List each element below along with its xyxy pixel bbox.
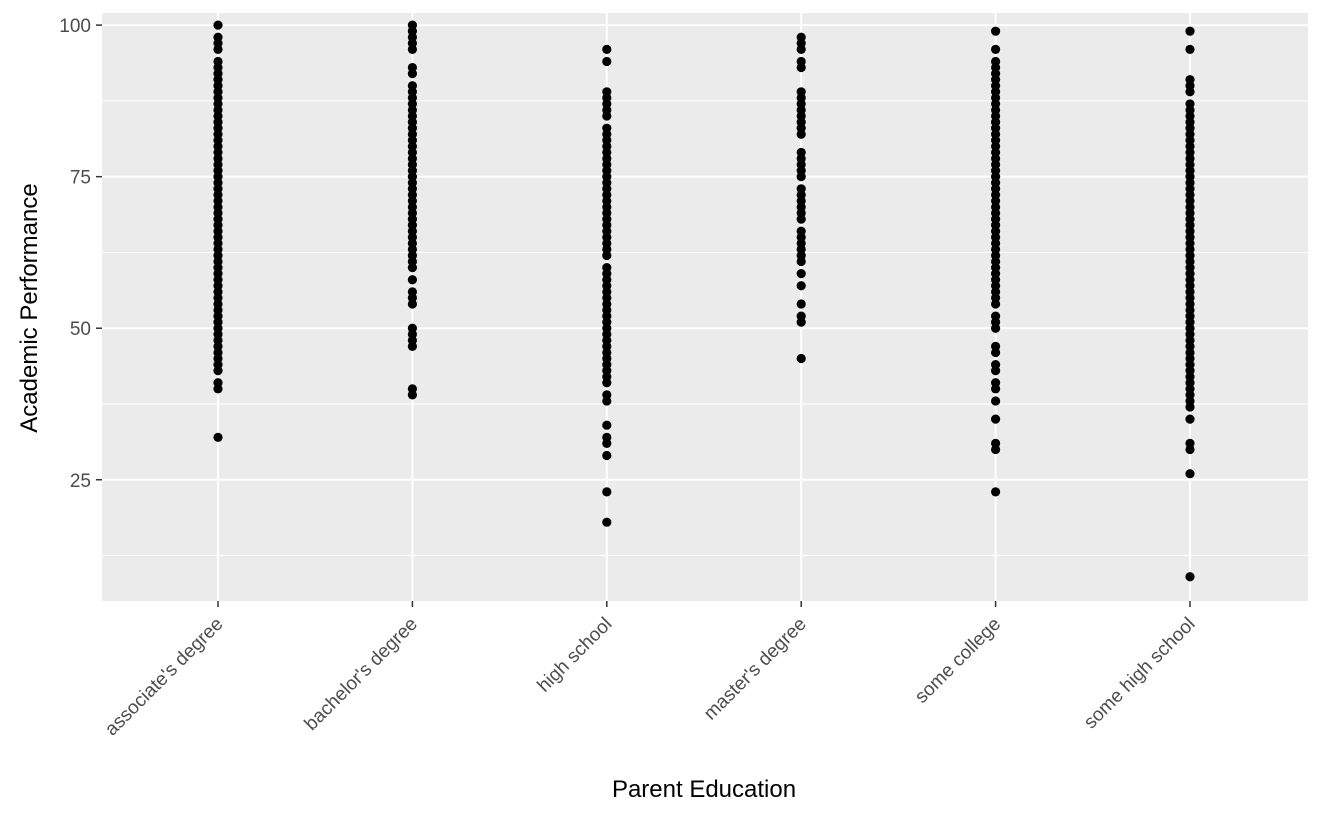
- data-point: [407, 323, 417, 333]
- minor-gridlines: [102, 100, 1308, 557]
- data-point: [602, 87, 612, 97]
- data-point: [796, 353, 806, 364]
- data-point: [796, 87, 806, 97]
- x-axis-title: Parent Education: [612, 776, 796, 803]
- data-point: [602, 390, 612, 400]
- data-point: [1185, 469, 1195, 479]
- data-point: [796, 311, 806, 321]
- data-point: [407, 62, 417, 73]
- data-point: [213, 20, 223, 30]
- data-point: [602, 262, 612, 273]
- y-tick-label: 100: [59, 16, 91, 37]
- data-point: [991, 26, 1001, 36]
- data-point: [407, 81, 417, 91]
- data-point: [213, 32, 223, 42]
- data-point: [1185, 26, 1195, 36]
- y-tick-label: 50: [70, 319, 91, 340]
- data-point: [407, 287, 417, 297]
- data-point: [796, 281, 806, 291]
- data-point: [796, 56, 806, 67]
- data-point: [796, 226, 806, 236]
- data-point: [796, 269, 806, 279]
- data-point: [1185, 438, 1195, 448]
- data-point: [991, 359, 1001, 370]
- data-point: [407, 384, 417, 394]
- x-tick-label: associate's degree: [101, 614, 227, 740]
- data-point: [991, 44, 1001, 54]
- data-point: [796, 147, 806, 158]
- data-point: [1185, 75, 1195, 85]
- x-axis: associate's degree bachelor's degree high …: [101, 601, 1200, 740]
- data-point: [407, 275, 417, 285]
- data-point: [796, 184, 806, 194]
- data-point: [1185, 44, 1195, 54]
- y-axis-title: Academic Performance: [16, 183, 43, 432]
- data-points: [213, 20, 1195, 582]
- data-point: [602, 450, 612, 461]
- data-point: [213, 56, 223, 67]
- x-tick-label: some high school: [1080, 614, 1199, 733]
- data-point: [991, 311, 1001, 321]
- data-point: [602, 56, 612, 67]
- x-tick-label: bachelor's degree: [301, 614, 422, 735]
- data-point: [213, 432, 223, 442]
- data-point: [991, 438, 1001, 448]
- data-point: [1185, 99, 1195, 109]
- data-point: [407, 20, 417, 30]
- data-point: [602, 487, 612, 497]
- data-point: [991, 414, 1001, 424]
- y-tick-label: 75: [70, 168, 91, 189]
- data-point: [1185, 414, 1195, 424]
- x-tick-label: high school: [534, 614, 617, 697]
- data-point: [991, 487, 1001, 497]
- y-tick-label: 25: [70, 471, 91, 492]
- data-point: [1185, 572, 1195, 582]
- data-point: [602, 420, 612, 430]
- data-point: [602, 123, 612, 133]
- data-point: [991, 396, 1001, 406]
- data-point: [602, 517, 612, 527]
- data-point: [602, 432, 612, 442]
- data-point: [796, 32, 806, 42]
- data-point: [796, 299, 806, 309]
- plot-panel: [102, 13, 1308, 601]
- data-point: [991, 341, 1001, 352]
- x-tick-label: some college: [911, 614, 1005, 708]
- data-point: [991, 56, 1001, 67]
- data-point: [213, 378, 223, 388]
- y-axis: 25 50 75 100: [59, 16, 102, 492]
- data-point: [991, 378, 1001, 388]
- data-point: [602, 44, 612, 54]
- x-tick-label: master's degree: [700, 614, 811, 725]
